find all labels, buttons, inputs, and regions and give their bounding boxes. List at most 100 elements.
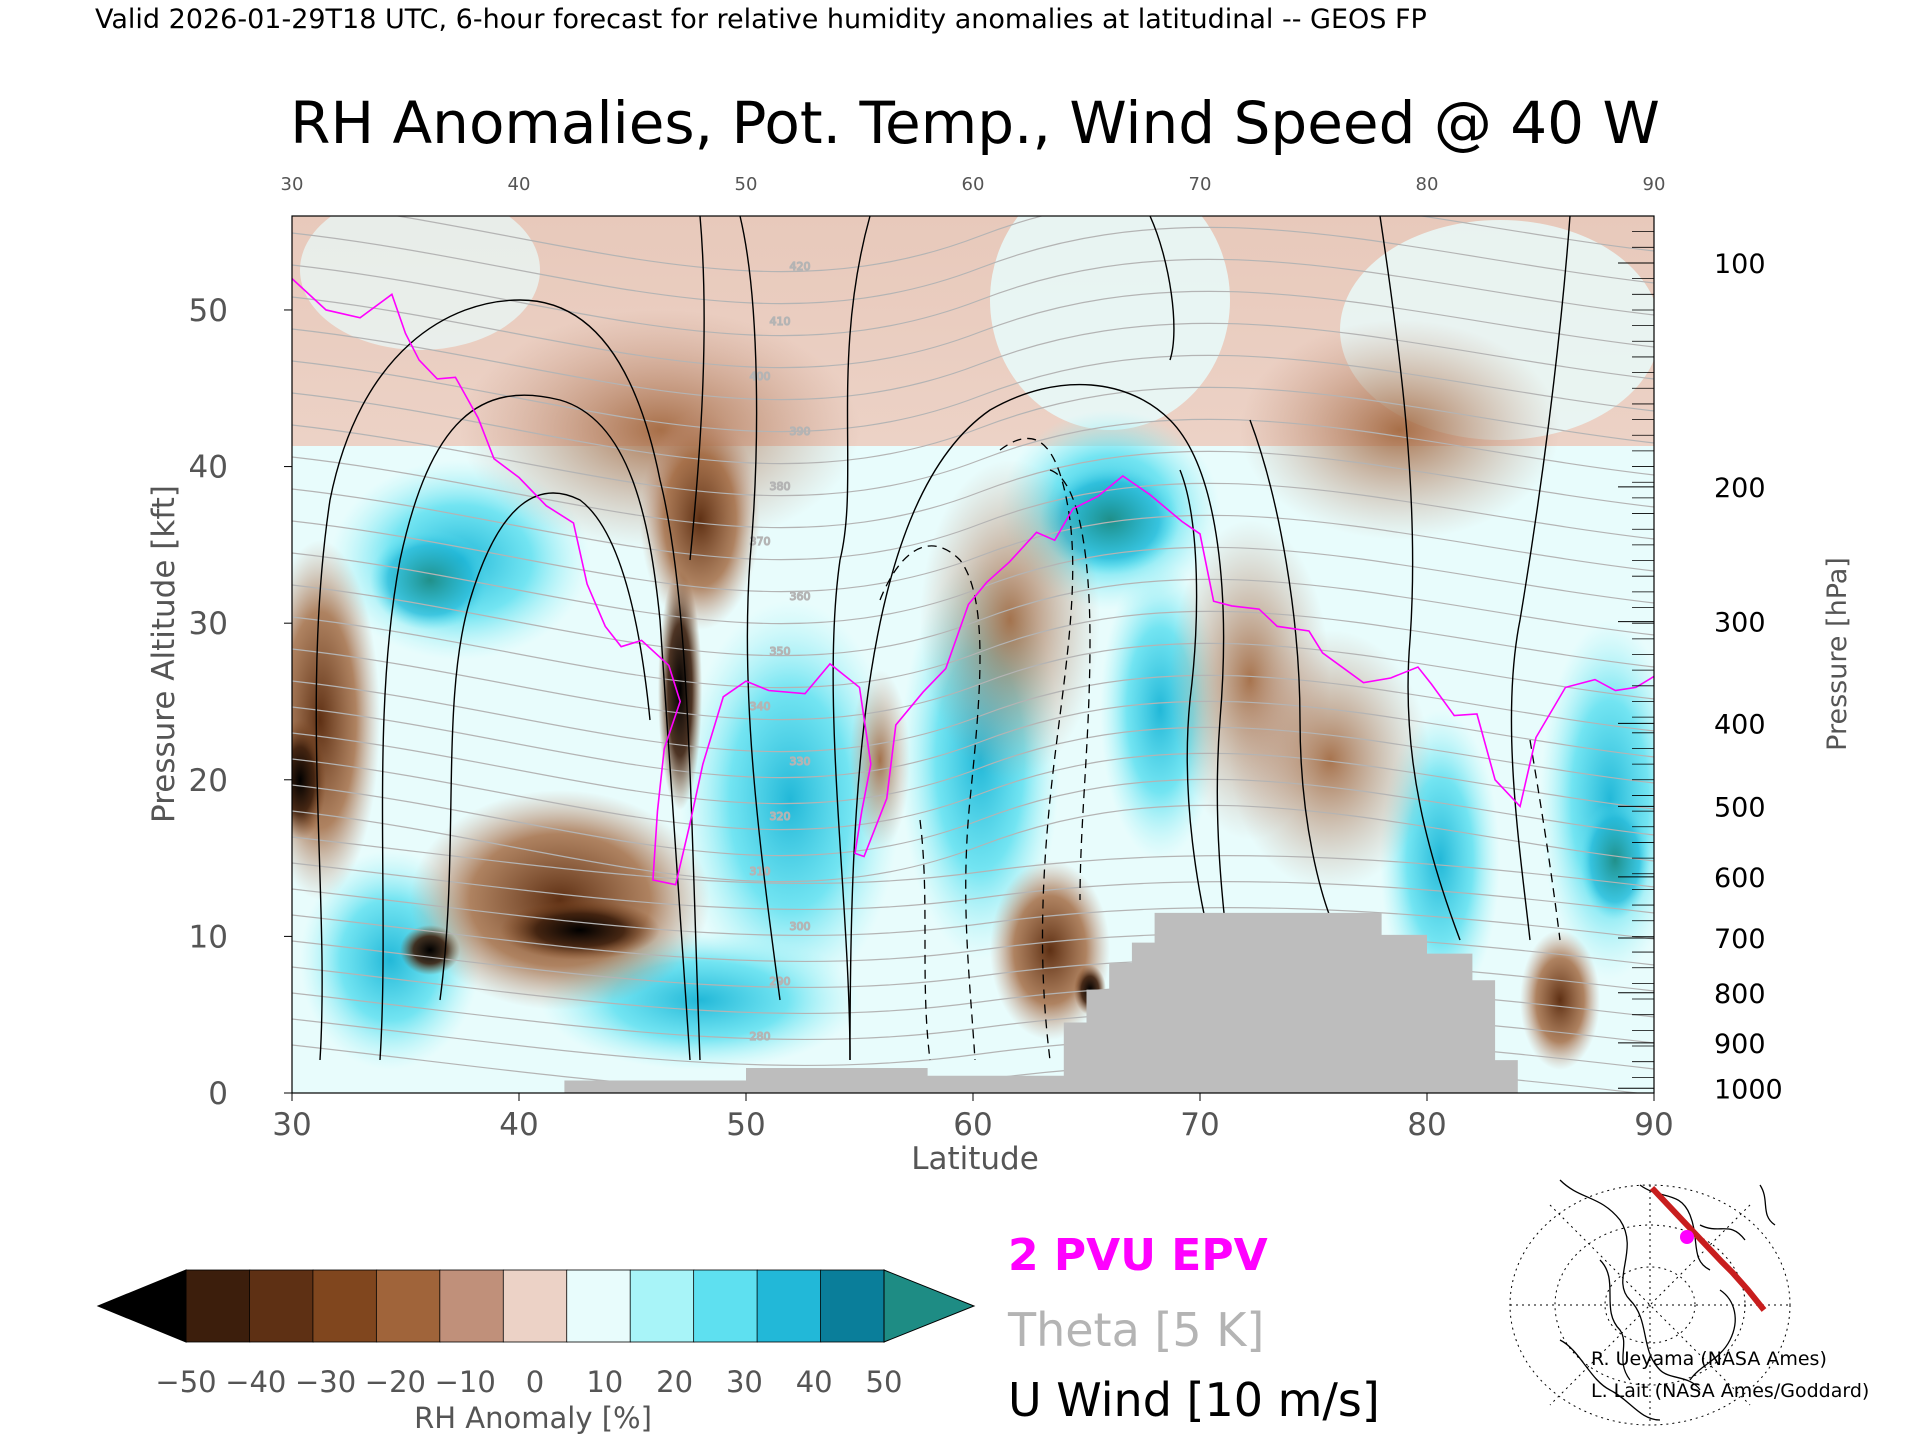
inset-map [1509, 1179, 1791, 1426]
theta-contour [292, 418, 1654, 497]
pressure-tick-label: 300 [1714, 608, 1766, 639]
valid-time-line: Valid 2026-01-29T18 UTC, 6-hour forecast… [95, 4, 1427, 35]
u-wind-contour [1149, 216, 1175, 361]
theta-contour [292, 290, 1654, 369]
terrain-mask [564, 912, 1518, 1093]
y-tick-label: 20 [189, 763, 228, 799]
theta-label: 320 [770, 810, 791, 823]
u-wind-easterly-contours [879, 437, 1561, 1061]
theta-label: 290 [770, 975, 791, 988]
colorbar-tick-label: −20 [365, 1365, 426, 1399]
inset-map-marker [1680, 1230, 1694, 1244]
pv-2pvu-line [292, 278, 1654, 886]
rh-blob [300, 216, 540, 350]
pressure-axis-label: Pressure [hPa] [1822, 557, 1853, 751]
theta-contour [292, 862, 1654, 914]
theta-label: 340 [750, 700, 771, 713]
chart-title: RH Anomalies, Pot. Temp., Wind Speed @ 4… [290, 89, 1660, 157]
x-tick-label: 30 [272, 1107, 311, 1143]
y-axis: 0 10 20 30 40 50 [189, 293, 292, 1112]
rh-blob [410, 790, 710, 1010]
theta-label: 360 [790, 590, 811, 603]
rh-blob [990, 216, 1230, 430]
x-top-tick-label: 40 [508, 174, 531, 195]
colorbar-tick-label: −30 [295, 1365, 356, 1399]
theta-contour [292, 322, 1654, 401]
rh-blob [850, 670, 910, 850]
colorbar-tick-label: 30 [726, 1365, 763, 1399]
legend-theta: Theta [5 K] [1007, 1303, 1264, 1357]
colorbar-tick-label: 0 [526, 1365, 544, 1399]
rh-blob [1230, 630, 1430, 890]
theta-contour [292, 258, 1654, 337]
u-wind-contour [315, 299, 701, 1061]
theta-contour [292, 482, 1654, 561]
pressure-tick-label: 700 [1714, 924, 1766, 955]
colorbar-swatch [693, 1269, 758, 1343]
theta-contour [292, 778, 1654, 857]
theta-contour [292, 226, 1654, 305]
x-tick-label: 80 [1407, 1107, 1446, 1143]
colorbar-label: RH Anomaly [%] [414, 1401, 652, 1435]
pressure-tick-label: 500 [1714, 792, 1766, 823]
credit-line-1: R. Ueyama (NASA Ames) [1591, 1348, 1827, 1370]
legend-u-wind: U Wind [10 m/s] [1008, 1373, 1380, 1427]
colorbar-swatch [566, 1269, 632, 1343]
theta-label: 400 [750, 370, 771, 383]
theta-contour [292, 578, 1654, 657]
y-tick-label: 40 [189, 450, 228, 486]
x-tick-label: 40 [499, 1107, 538, 1143]
x-top-tick-label: 90 [1643, 174, 1666, 195]
rh-colorbar: −50 −40 −30 −20 −10 0 10 20 30 40 50 [96, 1269, 976, 1399]
rh-blob [500, 900, 660, 960]
colorbar-swatch [502, 1269, 568, 1343]
x-tick-label: 50 [726, 1107, 765, 1143]
u-wind-contour [689, 216, 705, 561]
x-tick-label: 70 [1180, 1107, 1219, 1143]
u-wind-contour [1510, 216, 1571, 941]
pressure-tick-label: 900 [1714, 1029, 1766, 1060]
colorbar-swatch [439, 1269, 505, 1343]
theta-label: 390 [790, 425, 811, 438]
colorbar-swatch [756, 1269, 822, 1343]
colorbar-tick-label: −10 [435, 1365, 496, 1399]
pressure-axis: 100 200 300 400 500 600 700 800 900 1000 [1618, 231, 1783, 1105]
rh-blob [1580, 800, 1650, 920]
theta-contour [292, 674, 1654, 753]
y-tick-label: 50 [189, 293, 228, 329]
rh-blob [370, 530, 490, 630]
pressure-tick-label: 100 [1714, 249, 1766, 280]
theta-contour [292, 386, 1654, 465]
y-axis-label: Pressure Altitude [kft] [146, 485, 182, 823]
colorbar-swatch [312, 1269, 378, 1343]
theta-label: 350 [770, 645, 791, 658]
rh-blob [1520, 930, 1600, 1070]
theta-contour [292, 642, 1654, 721]
rh-blob [1540, 620, 1654, 980]
colorbar-tick-label: 40 [796, 1365, 833, 1399]
theta-contour [292, 888, 1654, 940]
credit-line-2: L. Lait (NASA Ames/Goddard) [1591, 1380, 1869, 1402]
theta-contour [292, 514, 1654, 593]
x-top-tick-label: 60 [962, 174, 985, 195]
theta-label: 310 [750, 865, 771, 878]
x-top-tick-label: 70 [1189, 174, 1212, 195]
rh-blob [640, 410, 760, 630]
colorbar-tick-label: 50 [866, 1365, 903, 1399]
colorbar-swatch [375, 1269, 441, 1343]
theta-label: 370 [750, 535, 771, 548]
y-tick-label: 30 [189, 606, 228, 642]
u-wind-dashed-contour [999, 437, 1074, 1061]
u-wind-dashed-contour [1529, 739, 1561, 941]
u-wind-contour [739, 216, 781, 1001]
u-wind-contour [1379, 216, 1461, 941]
u-wind-contour [849, 383, 1241, 1061]
x-top-tick-label: 50 [735, 174, 758, 195]
inset-map-graticule [1509, 1184, 1791, 1426]
colorbar-over-arrow [883, 1269, 976, 1343]
colorbar-under-arrow [96, 1269, 187, 1343]
theta-contour [292, 450, 1654, 529]
y-tick-label: 0 [208, 1076, 228, 1112]
pressure-tick-label: 1000 [1714, 1074, 1783, 1105]
colorbar-swatch [249, 1269, 314, 1343]
